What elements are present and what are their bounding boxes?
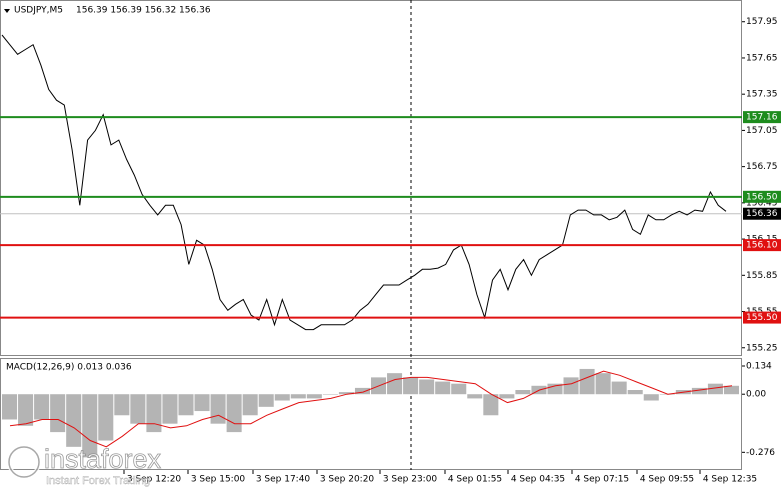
watermark: instaforex Instant Forex Trading (7, 444, 162, 487)
macd-bar (2, 394, 18, 420)
y-tick-label: 155.25 (746, 343, 778, 353)
macd-bar (66, 394, 82, 447)
level-tag (743, 311, 781, 324)
y-tick-label: 0.00 (746, 390, 766, 400)
level-tag (743, 111, 781, 124)
macd-frame (0, 358, 742, 470)
y-tick-label: 156.45 (746, 198, 778, 208)
macd-bar (18, 394, 34, 426)
x-tick-label: 4 Sep 07:15 (575, 475, 629, 485)
macd-bar (515, 390, 531, 395)
macd-bar (226, 394, 242, 433)
macd-bar (114, 394, 130, 416)
macd-bar (707, 383, 723, 395)
macd-bar (194, 394, 210, 412)
x-tick-label: 4 Sep 01:55 (448, 475, 502, 485)
macd-bar (547, 383, 563, 395)
macd-bar (98, 394, 114, 441)
macd-bar (290, 394, 306, 399)
x-tick-label: 3 Sep 20:20 (320, 475, 375, 485)
level-label: 156.10 (746, 241, 778, 251)
main-frame (0, 0, 742, 356)
level-label: 155.50 (746, 313, 778, 323)
current-price-label: 156.36 (746, 209, 778, 219)
macd-bar (563, 377, 579, 395)
macd-bar (258, 394, 274, 407)
y-tick-label: 156.75 (746, 162, 778, 172)
watermark-slogan: Instant Forex Trading (46, 475, 150, 487)
x-tick-label: 3 Sep 15:00 (191, 475, 246, 485)
macd-bar (451, 383, 467, 395)
current-price-tag (743, 207, 781, 220)
price-line (1, 34, 727, 331)
watermark-brand: instaforex (44, 444, 162, 474)
macd-bar (338, 392, 354, 395)
macd-bar (499, 394, 515, 399)
ohlc: 156.39 156.39 156.32 156.36 (76, 6, 211, 16)
x-tick-label: 4 Sep 04:35 (511, 475, 565, 485)
x-tick-label: 3 Sep 12:20 (127, 475, 182, 485)
macd-bar (435, 381, 451, 395)
macd-bar (242, 394, 258, 416)
macd-bar (50, 394, 66, 433)
x-tick-label: 3 Sep 17:40 (256, 475, 311, 485)
macd-bar (162, 394, 178, 424)
macd-bar (306, 394, 322, 399)
macd-bar (611, 381, 627, 395)
macd-title: MACD(12,26,9) 0.013 0.036 (6, 363, 132, 373)
macd-bar (210, 394, 226, 424)
macd-bar (387, 373, 403, 395)
y-tick-label: 0.134 (746, 362, 772, 372)
macd-bar (419, 379, 435, 395)
logo-ring (8, 446, 40, 478)
macd-bar (643, 394, 659, 401)
macd-bar (467, 394, 483, 399)
macd-bar (595, 373, 611, 395)
level-tag (743, 190, 781, 203)
level-tag (743, 239, 781, 252)
macd-bar (627, 390, 643, 395)
macd-bar (322, 394, 338, 395)
macd-bar (723, 385, 739, 395)
macd-bar (579, 368, 595, 395)
level-label: 156.50 (746, 192, 778, 202)
macd-bar (691, 387, 707, 395)
macd-bar (178, 394, 194, 416)
y-tick-label: 157.95 (746, 17, 778, 27)
x-tick-label: 3 Sep 23:00 (383, 475, 438, 485)
macd-bar (403, 377, 419, 395)
level-label: 157.16 (746, 113, 778, 123)
macd-bar (130, 394, 146, 424)
y-tick-label: 157.35 (746, 90, 778, 100)
x-tick-label: 4 Sep 12:35 (703, 475, 757, 485)
macd-bar (274, 394, 290, 401)
macd-bar (146, 394, 162, 433)
macd-bar (354, 387, 370, 395)
macd-bar (483, 394, 499, 416)
collapse-icon (4, 9, 10, 13)
y-tick-label: -0.276 (746, 448, 775, 458)
y-tick-label: 155.85 (746, 271, 778, 281)
macd-bar (34, 394, 50, 420)
y-tick-label: 157.05 (746, 126, 778, 136)
signal-line (9, 370, 733, 448)
y-tick-label: 157.65 (746, 53, 778, 63)
x-tick-label: 4 Sep 09:55 (640, 475, 694, 485)
symbol: USDJPY,M5 (14, 6, 63, 16)
